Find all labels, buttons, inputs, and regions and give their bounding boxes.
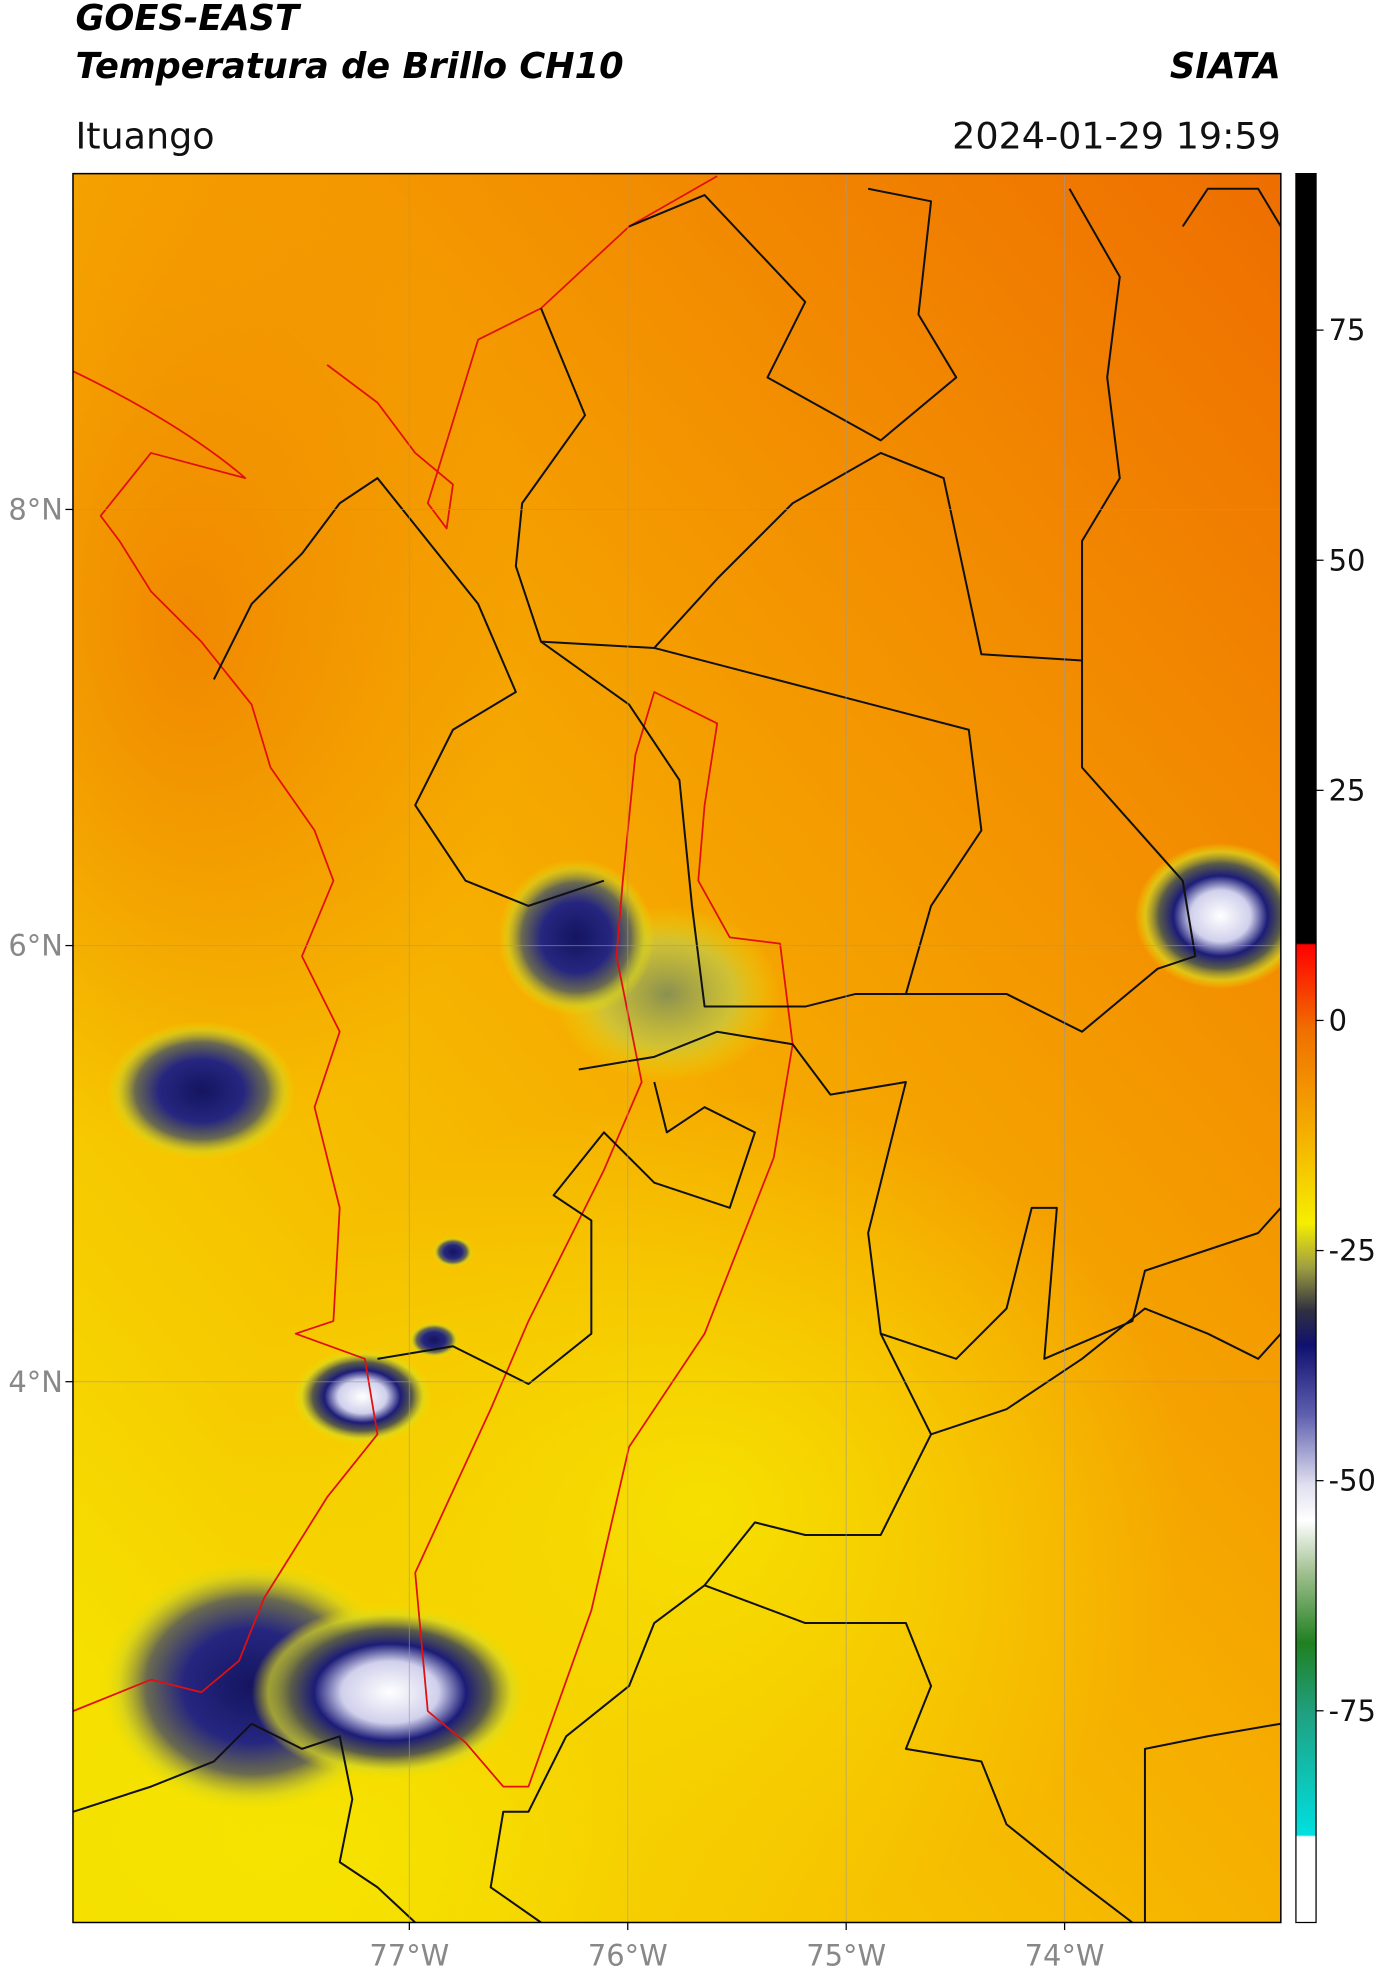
cloud xyxy=(293,1348,432,1445)
agency: SIATA xyxy=(1170,46,1281,87)
map-frame xyxy=(72,172,1282,1924)
cloud xyxy=(106,1021,296,1161)
colorbar-tick-label: 75 xyxy=(1329,313,1366,347)
colorbar-tick-label: -25 xyxy=(1329,1234,1376,1268)
datetime: 2024-01-29 19:59 xyxy=(952,114,1281,157)
warm-area xyxy=(72,173,516,1158)
x-tick-label: 74°W xyxy=(1025,1938,1105,1972)
borders xyxy=(72,187,1281,1923)
colorbar-tick-label: 0 xyxy=(1329,1004,1347,1038)
colorbar-tick-label: -75 xyxy=(1329,1694,1376,1728)
y-tick-label: 6°N xyxy=(8,929,63,963)
ticks: 77°W 76°W 75°W 74°W 8°N 6°N 4°N 75 50 25 0 -25 -50 -7… xyxy=(8,313,1375,1972)
colorbar-tick-label: 50 xyxy=(1329,543,1366,577)
y-tick-label: 8°N xyxy=(8,493,63,527)
cloud xyxy=(498,859,655,1016)
x-tick-label: 76°W xyxy=(588,1938,668,1972)
grid xyxy=(72,173,1281,1923)
location: Ituango xyxy=(75,114,214,157)
coastline xyxy=(72,175,794,1788)
cloud xyxy=(1134,843,1281,989)
colorbar xyxy=(1295,172,1317,1924)
colorbar-tick-label: 25 xyxy=(1329,773,1366,807)
title-line1: GOES-EAST xyxy=(75,0,302,39)
cloud xyxy=(251,1604,529,1781)
cloud xyxy=(432,1236,474,1267)
cloud xyxy=(408,1322,460,1358)
colorbar-tick-label: -50 xyxy=(1329,1464,1376,1498)
x-tick-label: 75°W xyxy=(806,1938,886,1972)
x-tick-label: 77°W xyxy=(369,1938,449,1972)
title-line2: Temperatura de Brillo CH10 xyxy=(75,46,623,87)
map xyxy=(72,173,1281,1923)
y-tick-label: 4°N xyxy=(8,1365,63,1399)
